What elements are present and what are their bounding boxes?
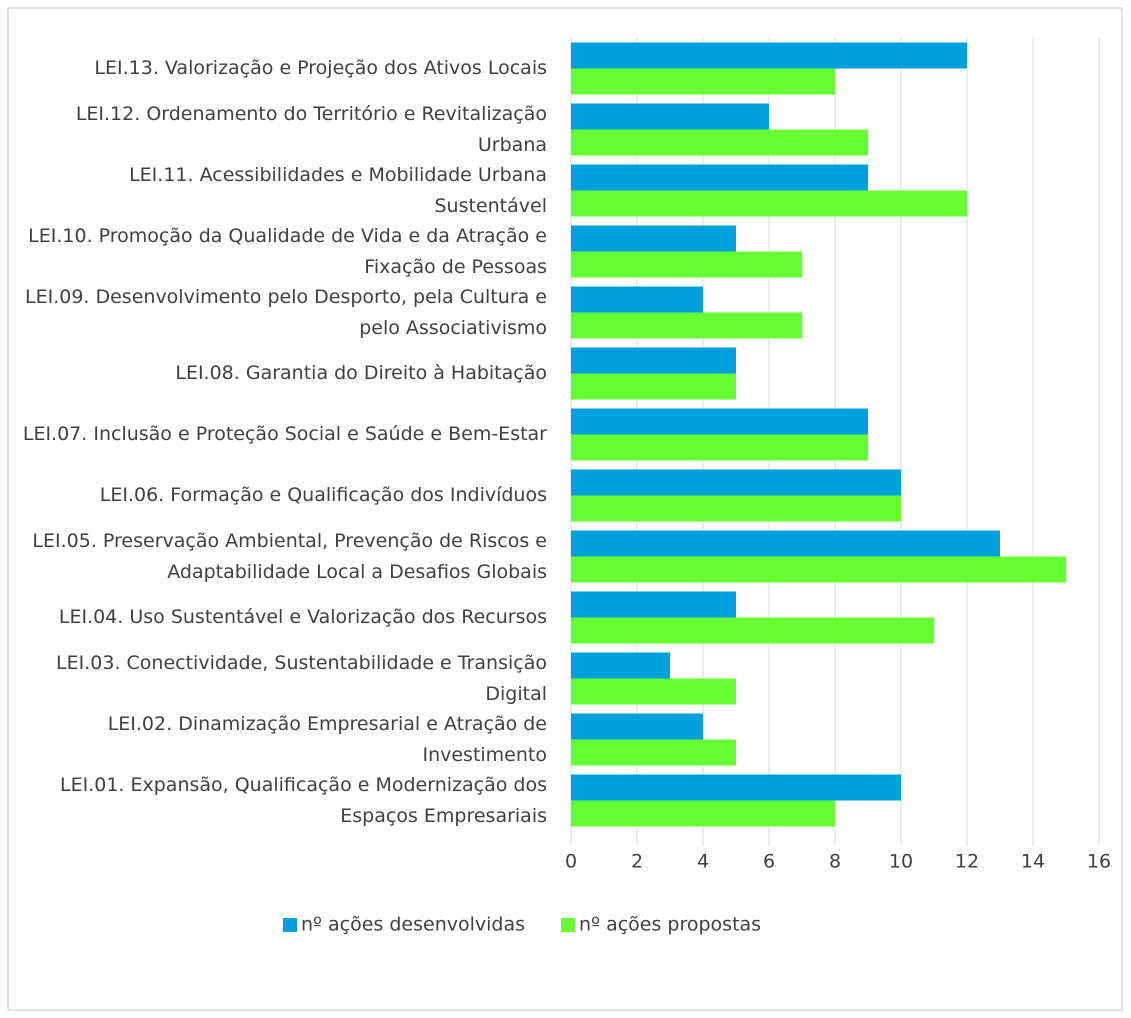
y-tick-label: LEI.05. Preservação Ambiental, Prevenção…: [32, 529, 547, 583]
bar: [571, 434, 868, 461]
y-tick-label: LEI.11. Acessibilidades e Mobilidade Urb…: [129, 163, 547, 217]
bar: [571, 713, 703, 740]
bar: [571, 617, 934, 644]
bar: [571, 678, 736, 705]
y-tick-label: LEI.04. Uso Sustentável e Valorização do…: [58, 606, 547, 628]
bar: [571, 225, 736, 252]
bar: [571, 469, 901, 496]
bar: [571, 774, 901, 801]
bar: [571, 164, 868, 191]
chart-border: [7, 7, 1123, 1011]
y-tick-label: LEI.13. Valorização e Projeção dos Ativo…: [94, 57, 547, 79]
bar: [571, 530, 1000, 557]
bar: [571, 190, 967, 217]
x-tick-label: 8: [829, 851, 841, 873]
bar: [571, 373, 736, 400]
x-tick-label: 2: [631, 851, 643, 873]
y-tick-label: LEI.09. Desenvolvimento pelo Desporto, p…: [25, 285, 547, 339]
x-tick-label: 16: [1087, 851, 1111, 873]
x-tick-label: 12: [955, 851, 979, 873]
legend-label: nº ações desenvolvidas: [301, 914, 525, 936]
bar: [571, 495, 901, 522]
bar: [571, 408, 868, 435]
bar: [571, 591, 736, 618]
y-tick-label: LEI.06. Formação e Qualificação dos Indi…: [99, 484, 547, 506]
x-tick-label: 14: [1021, 851, 1045, 873]
bar: [571, 42, 967, 69]
legend-swatch: [283, 918, 297, 932]
y-tick-label: LEI.12. Ordenamento do Território e Revi…: [75, 102, 547, 156]
y-tick-label: LEI.01. Expansão, Qualificação e Moderni…: [60, 773, 547, 827]
legend-swatch: [561, 918, 576, 932]
x-tick-label: 4: [697, 851, 709, 873]
bar: [571, 652, 670, 679]
y-tick-label: LEI.07. Inclusão e Proteção Social e Saú…: [22, 423, 547, 445]
y-tick-label: LEI.10. Promoção da Qualidade de Vida e …: [28, 224, 547, 278]
bar: [571, 347, 736, 374]
bar: [571, 103, 769, 130]
bar: [571, 251, 802, 278]
bar: [571, 286, 703, 313]
bar: [571, 312, 802, 339]
x-tick-label: 6: [763, 851, 775, 873]
legend-label: nº ações propostas: [579, 914, 761, 936]
bar: [571, 556, 1066, 583]
y-tick-label: LEI.02. Dinamização Empresarial e Atraçã…: [107, 712, 547, 766]
y-tick-label: LEI.08. Garantia do Direito à Habitação: [175, 362, 547, 384]
x-tick-label: 10: [889, 851, 913, 873]
bar: [571, 739, 736, 766]
y-tick-label: LEI.03. Conectividade, Sustentabilidade …: [56, 651, 547, 705]
x-tick-label: 0: [565, 851, 577, 873]
bar: [571, 68, 835, 95]
bar: [571, 800, 835, 827]
bar: [571, 129, 868, 156]
